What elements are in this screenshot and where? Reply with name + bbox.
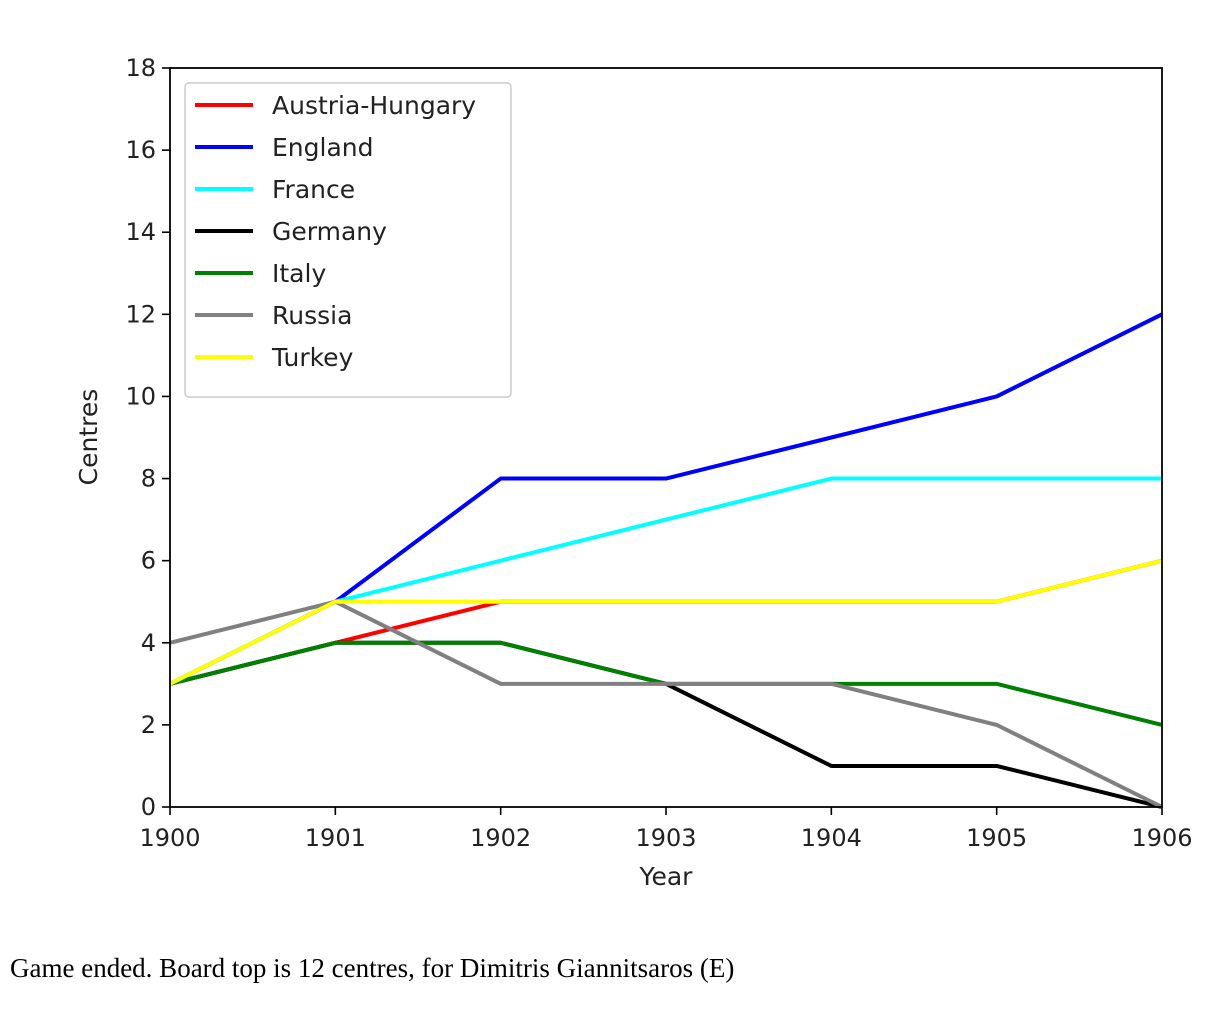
y-tick-label: 12	[125, 300, 156, 328]
x-tick-label: 1904	[801, 824, 862, 852]
series-line-germany	[169, 640, 1163, 809]
series-layer	[169, 312, 1163, 809]
y-tick-label: 6	[141, 547, 156, 575]
y-tick-label: 2	[141, 711, 156, 739]
x-tick-label: 1900	[139, 824, 200, 852]
y-tick-label: 4	[141, 629, 156, 657]
series-line-france	[169, 476, 1162, 686]
y-tick-label: 0	[141, 793, 156, 821]
y-tick-label: 8	[141, 465, 156, 493]
x-tick-label: 1906	[1131, 824, 1192, 852]
x-tick-label: 1905	[966, 824, 1027, 852]
x-tick-label: 1903	[635, 824, 696, 852]
series-line-turkey	[169, 558, 1163, 686]
legend-label-england: England	[272, 133, 374, 162]
legend-box	[184, 82, 512, 398]
axes-layer: 1900 1901 1902 1903 1904 1905 1906 0 2 4 6 8 10 12 14 1…	[125, 54, 1192, 852]
x-axis-label: Year	[639, 862, 694, 891]
y-tick-label: 10	[125, 382, 156, 410]
x-tick-label: 1902	[470, 824, 531, 852]
series-line-austria-hungary	[169, 558, 1163, 686]
y-tick-label: 14	[125, 218, 156, 246]
x-tick-label: 1901	[305, 824, 366, 852]
legend: Austria-Hungary England France Germany Italy…	[184, 82, 512, 398]
y-axis-label: Centres	[74, 389, 103, 486]
legend-label-italy: Italy	[272, 259, 326, 288]
game-status-caption: Game ended. Board top is 12 centres, for…	[10, 953, 735, 983]
legend-label-france: France	[272, 175, 355, 204]
legend-label-russia: Russia	[272, 301, 352, 330]
line-chart: 1900 1901 1902 1903 1904 1905 1906 0 2 4 6 8 10 12 14 1…	[74, 54, 1193, 891]
legend-label-austria-hungary: Austria-Hungary	[272, 91, 476, 120]
y-tick-label: 16	[125, 136, 156, 164]
y-tick-label: 18	[125, 54, 156, 82]
series-line-russia	[169, 599, 1163, 809]
legend-label-turkey: Turkey	[271, 343, 354, 372]
legend-label-germany: Germany	[272, 217, 387, 246]
